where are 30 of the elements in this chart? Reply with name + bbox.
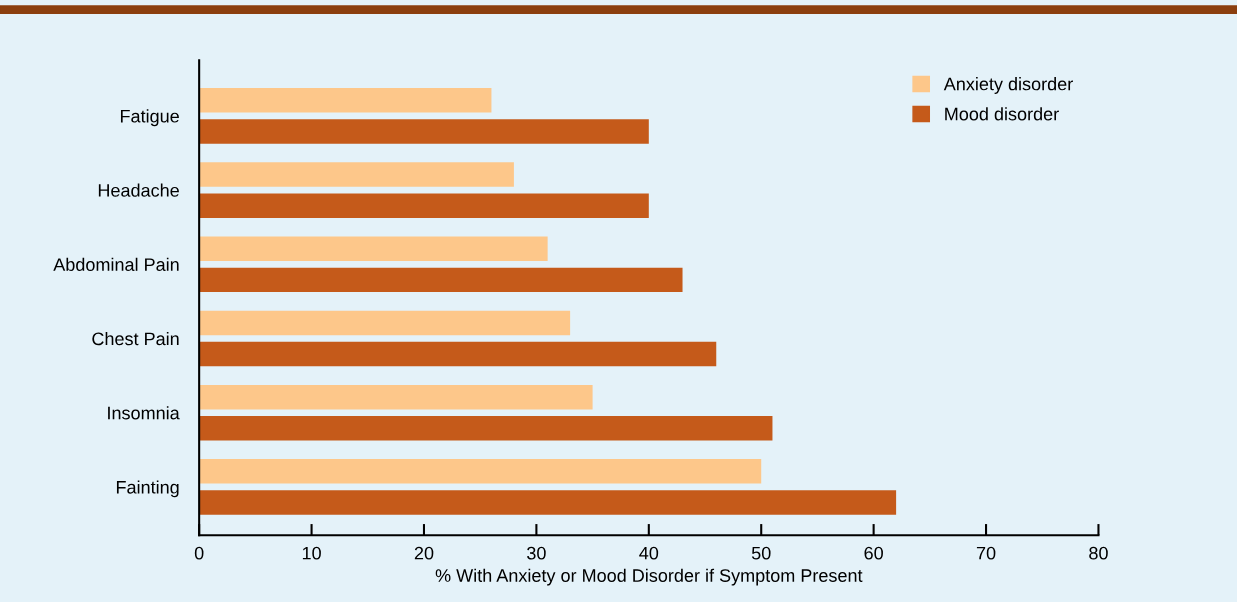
x-tick-label: 0 <box>194 546 204 560</box>
bar <box>199 459 762 484</box>
y-tick-label: Insomnia <box>108 406 180 420</box>
x-tick-label: 60 <box>864 546 883 560</box>
x-axis-title: % With Anxiety or Mood Disorder if Symptom Present <box>435 568 863 586</box>
y-tick-label: Chest Pain <box>92 331 179 346</box>
legend-label: Mood disorder <box>945 107 1059 121</box>
bar <box>199 119 649 144</box>
legend-label: Anxiety disorder <box>943 77 1073 94</box>
bar <box>199 416 773 441</box>
y-tick-label: Fainting <box>116 480 179 498</box>
bar <box>199 341 717 367</box>
y-tick-label: Fatigue <box>120 109 179 127</box>
bar <box>199 193 649 218</box>
bar <box>199 267 683 293</box>
bar <box>199 310 571 336</box>
bar <box>199 162 514 187</box>
bar <box>199 384 593 410</box>
x-tick-label: 10 <box>302 546 321 560</box>
y-tick-label: Headache <box>98 183 179 197</box>
x-tick-label: 30 <box>527 546 546 560</box>
x-tick-label: 80 <box>1089 546 1108 560</box>
bar <box>199 490 897 515</box>
bar <box>199 88 492 113</box>
x-tick-label: 50 <box>751 546 771 560</box>
y-tick-label: Abdominal Pain <box>53 257 179 272</box>
bar <box>199 236 548 261</box>
x-tick-label: 20 <box>414 546 434 560</box>
x-tick-label: 70 <box>976 546 996 560</box>
x-tick-label: 40 <box>639 546 659 560</box>
